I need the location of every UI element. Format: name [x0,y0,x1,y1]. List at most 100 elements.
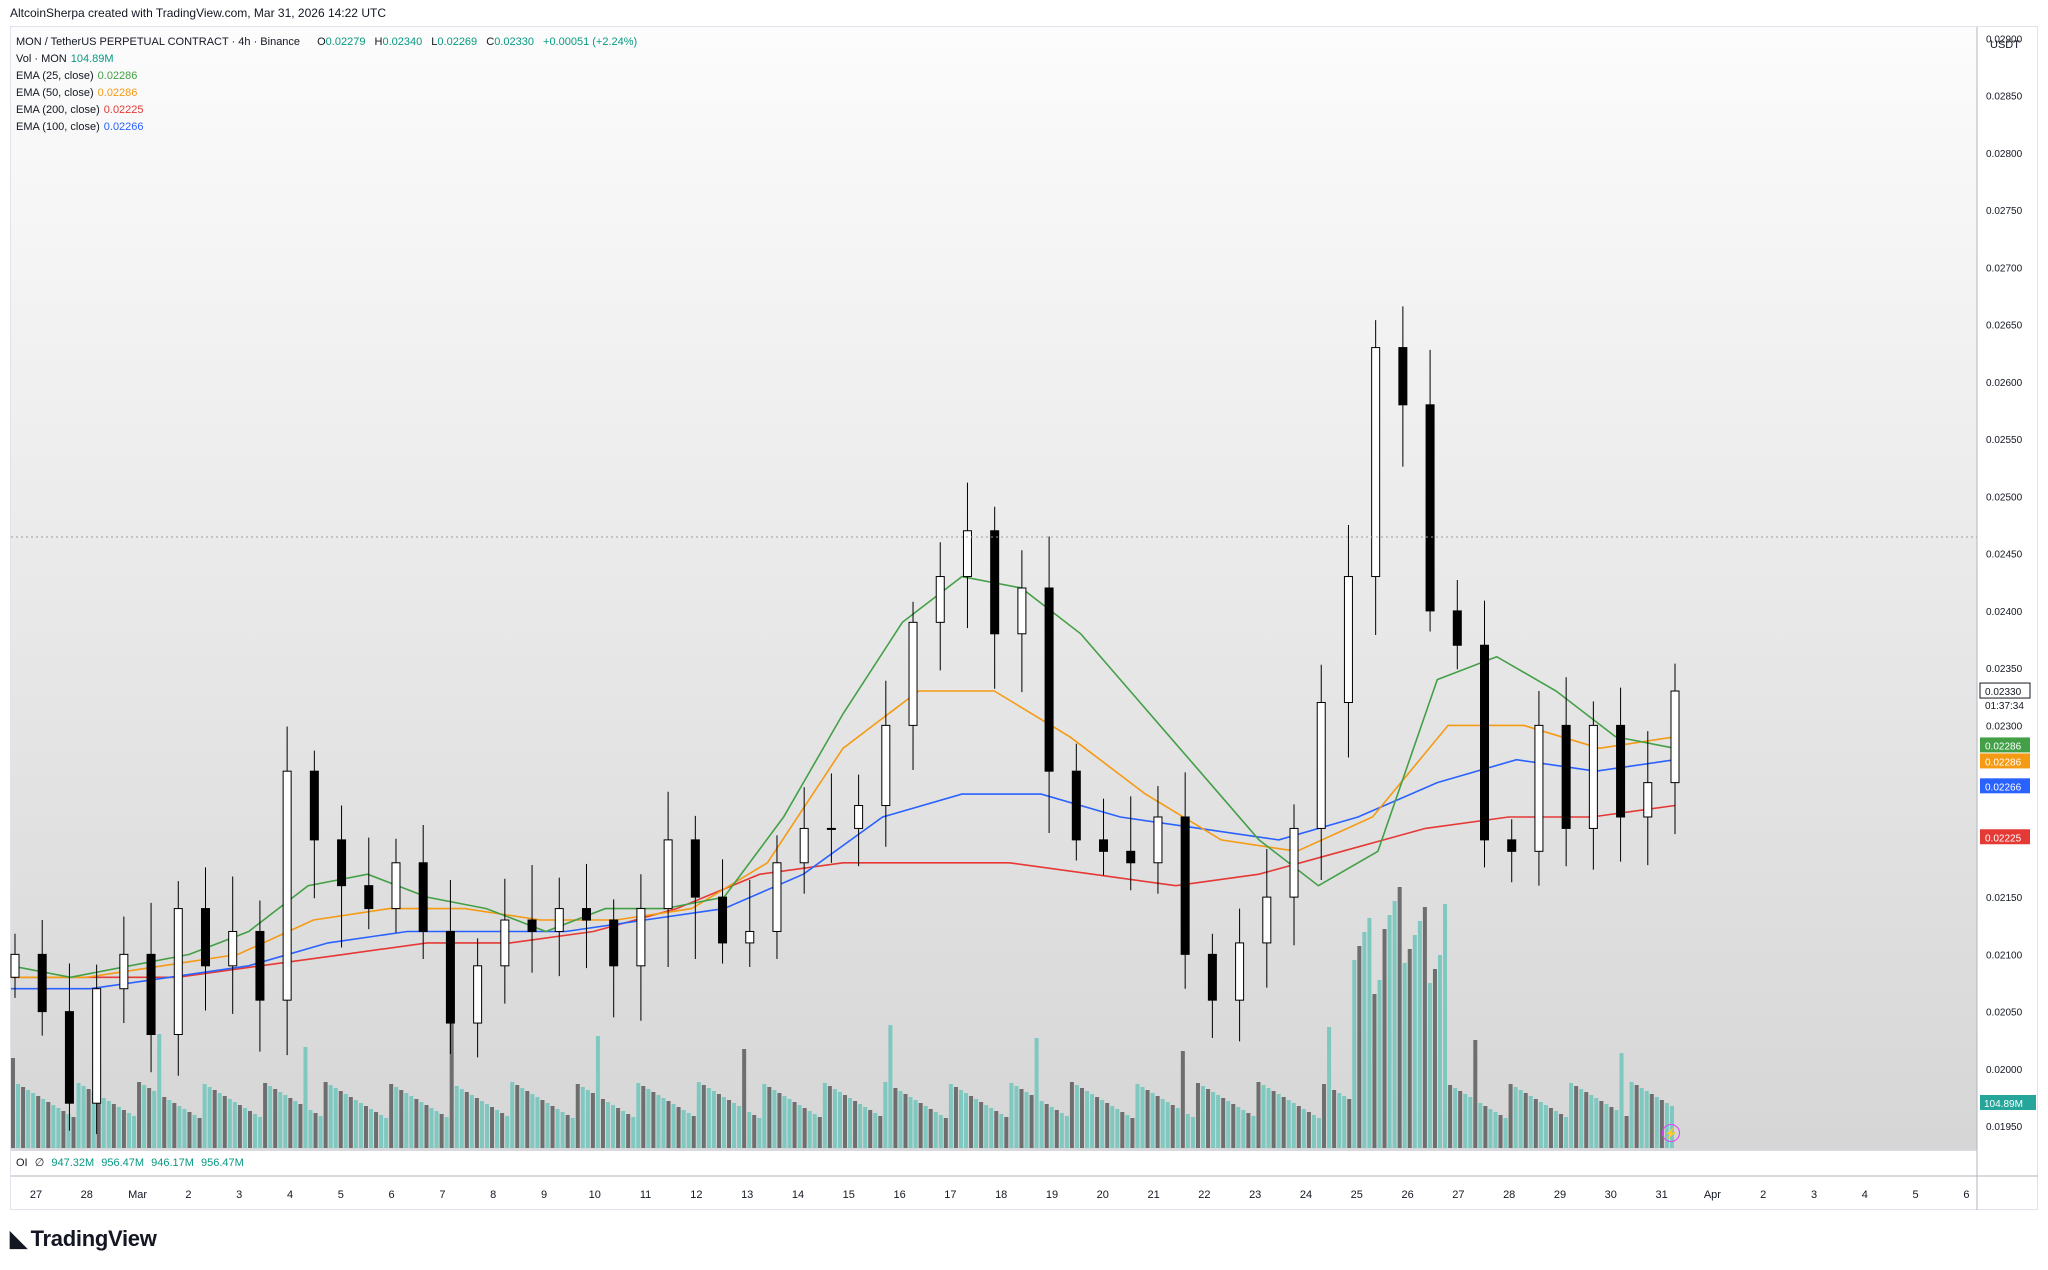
volume-bar [1569,1083,1574,1148]
candle-down [1616,724,1626,818]
volume-bar [66,1114,71,1148]
volume-bar [1553,1111,1558,1148]
volume-bar [16,1084,21,1148]
price-tick-label: 0.02600 [1986,378,2023,389]
volume-bar [374,1112,379,1148]
candle-up [908,621,918,726]
ema200-value: 0.02225 [103,104,144,116]
volume-bar [1594,1098,1599,1148]
volume-bar [727,1100,732,1148]
volume-bar [681,1110,686,1148]
time-tick-label: 6 [1963,1189,1969,1201]
volume-bar [1342,1096,1347,1148]
volume-bar [1589,1095,1594,1148]
legend-ema25-row[interactable]: EMA (25, close) 0.02286 [16,68,637,85]
candle-up [391,862,401,910]
volume-bar [454,1086,459,1148]
volume-bar [948,1084,953,1148]
volume-bar [585,1090,590,1148]
volume-bar [913,1100,918,1148]
legend-ema200-row[interactable]: EMA (200, close) 0.02225 [16,102,637,119]
volume-bar [439,1114,444,1148]
volume-bar [721,1097,726,1148]
volume-bar [474,1098,479,1148]
last-price-tag-bg [1979,682,2031,699]
time-tick-label: 2 [185,1189,191,1201]
volume-bar [26,1090,31,1148]
volume-bar [1271,1091,1276,1148]
volume-bar [46,1102,51,1148]
volume-bar [237,1105,242,1148]
candle-up [92,988,102,1104]
volume-bar [1432,969,1437,1148]
volume-bar [1251,1116,1256,1148]
legend-ema50-row[interactable]: EMA (50, close) 0.02286 [16,85,637,102]
low-label: L [431,36,438,48]
legend-volume-row[interactable]: Vol · MON 104.89M [16,51,637,68]
volume-bar [323,1082,328,1148]
volume-bar [1140,1087,1145,1148]
volume-bar [515,1085,520,1148]
volume-bar [822,1083,827,1148]
volume-bar [1483,1106,1488,1148]
volume-bar [1105,1103,1110,1148]
volume-bar [1397,887,1402,1148]
volume-bar [1367,918,1372,1148]
volume-bar [1085,1091,1090,1148]
volume-bar [782,1096,787,1148]
volume-bar [152,1091,157,1148]
volume-bar [1059,1113,1064,1148]
volume-bar [772,1090,777,1148]
volume-bar [908,1097,913,1148]
symbol-title[interactable]: MON / TetherUS PERPETUAL CONTRACT · 4h ·… [16,36,301,48]
time-tick-label: 12 [690,1189,702,1201]
volume-bar [853,1101,858,1148]
volume-bar [878,1116,883,1148]
chart-frame[interactable] [10,26,2038,1210]
volume-bar [984,1105,989,1148]
volume-bar [207,1087,212,1148]
volume-bar [1024,1092,1029,1148]
volume-bar [883,1082,888,1148]
time-tick-label: 24 [1300,1189,1312,1201]
volume-bar [1301,1109,1306,1148]
price-tick-label: 0.02850 [1986,92,2023,103]
legend-ema100-row[interactable]: EMA (100, close) 0.02266 [16,119,637,136]
volume-bar [1347,1099,1352,1148]
price-axis[interactable]: 0.01950 0.02000 0.02050 0.02100 0.02150 0.022… [1979,34,2036,1133]
volume-bar [484,1104,489,1148]
volume-bar [1019,1089,1024,1148]
volume-bar [41,1099,46,1148]
volume-bar [1145,1090,1150,1148]
volume-bar [1195,1083,1200,1148]
volume-bar [96,1095,101,1148]
oi-legend[interactable]: OI ∅ 947.32M 956.47M 946.17M 956.47M [16,1156,244,1169]
lightning-icon[interactable]: ⚡ [1662,1124,1680,1142]
volume-bar [1387,915,1392,1148]
volume-bar [76,1083,81,1148]
volume-bar [1548,1108,1553,1148]
last-price-tag: 0.02330 [1985,687,2022,698]
volume-bar [621,1111,626,1148]
time-tick-label: 17 [944,1189,956,1201]
volume-bar [969,1096,974,1148]
time-axis[interactable]: 27 28 Mar 2 3 4 5 6 7 8 9 10 11 12 13 14 15 16 17 18 19 20 21 2… [30,1189,1970,1201]
volume-bar [1438,955,1443,1148]
volume-bar [510,1082,515,1148]
candle-up [935,576,945,623]
tradingview-logo[interactable]: ◣ TradingView [10,1226,157,1252]
candle-up [500,919,510,967]
volume-bar [1488,1109,1493,1148]
volume-bar [283,1095,288,1148]
volume-bar [711,1091,716,1148]
ema200-price-tag-bg [1980,829,2030,845]
volume-label: Vol · MON [16,53,67,65]
volume-bar [858,1104,863,1148]
volume-bar [525,1091,530,1148]
volume-bar [414,1099,419,1148]
volume-bar [338,1091,343,1148]
volume-bar [787,1099,792,1148]
volume-bar [1211,1092,1216,1148]
volume-bar [1014,1086,1019,1148]
